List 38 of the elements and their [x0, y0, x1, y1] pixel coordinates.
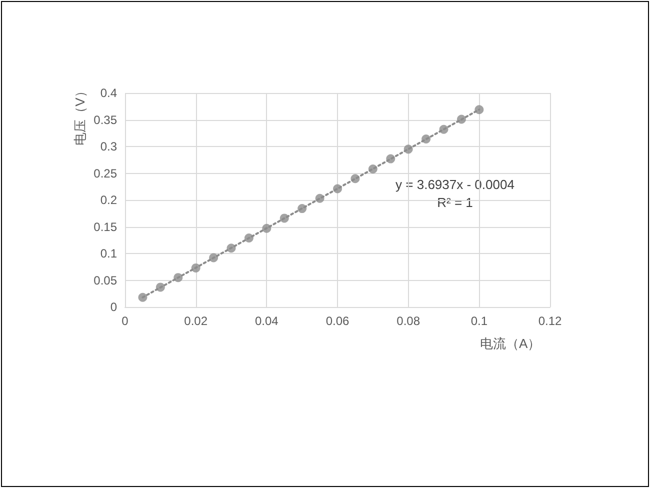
- y-tick-label: 0: [110, 300, 118, 314]
- y-axis-title: 电压（V）: [72, 84, 88, 146]
- x-tick-label: 0.12: [538, 314, 562, 328]
- point: [156, 282, 165, 292]
- point: [333, 184, 342, 194]
- y-tick-label: 0.35: [94, 112, 118, 127]
- point: [422, 134, 431, 144]
- x-tick-label: 0.02: [184, 314, 208, 328]
- point: [456, 114, 466, 124]
- point: [404, 144, 413, 154]
- y-tick-label: 0.3: [100, 140, 118, 154]
- point: [386, 154, 396, 164]
- x-tick-label: 0: [122, 314, 129, 328]
- y-tick-label: 0.25: [94, 166, 118, 180]
- y-tick-label: 0.2: [100, 193, 118, 207]
- x-tick-label: 0.1: [470, 314, 488, 328]
- point: [280, 214, 289, 223]
- point: [174, 273, 183, 282]
- point: [226, 244, 236, 253]
- point: [474, 105, 484, 114]
- y-tick-label: 0.4: [100, 86, 118, 100]
- x-tick-label: 0.04: [254, 314, 279, 328]
- x-tick-label: 0.06: [326, 314, 350, 328]
- point: [315, 194, 324, 203]
- point: [191, 263, 200, 272]
- point: [368, 164, 378, 174]
- point: [244, 233, 254, 242]
- y-tick-label: 0.15: [94, 220, 118, 234]
- x-axis-title: 电流（A）: [480, 336, 541, 351]
- point: [209, 253, 218, 262]
- x-tick-label: 0.08: [396, 314, 420, 328]
- point: [262, 224, 272, 233]
- point: [439, 124, 448, 134]
- point: [298, 204, 307, 214]
- y-tick-label: 0.1: [100, 246, 118, 260]
- y-tick-label: 0.05: [94, 273, 118, 288]
- point: [350, 174, 360, 184]
- point: [138, 292, 148, 302]
